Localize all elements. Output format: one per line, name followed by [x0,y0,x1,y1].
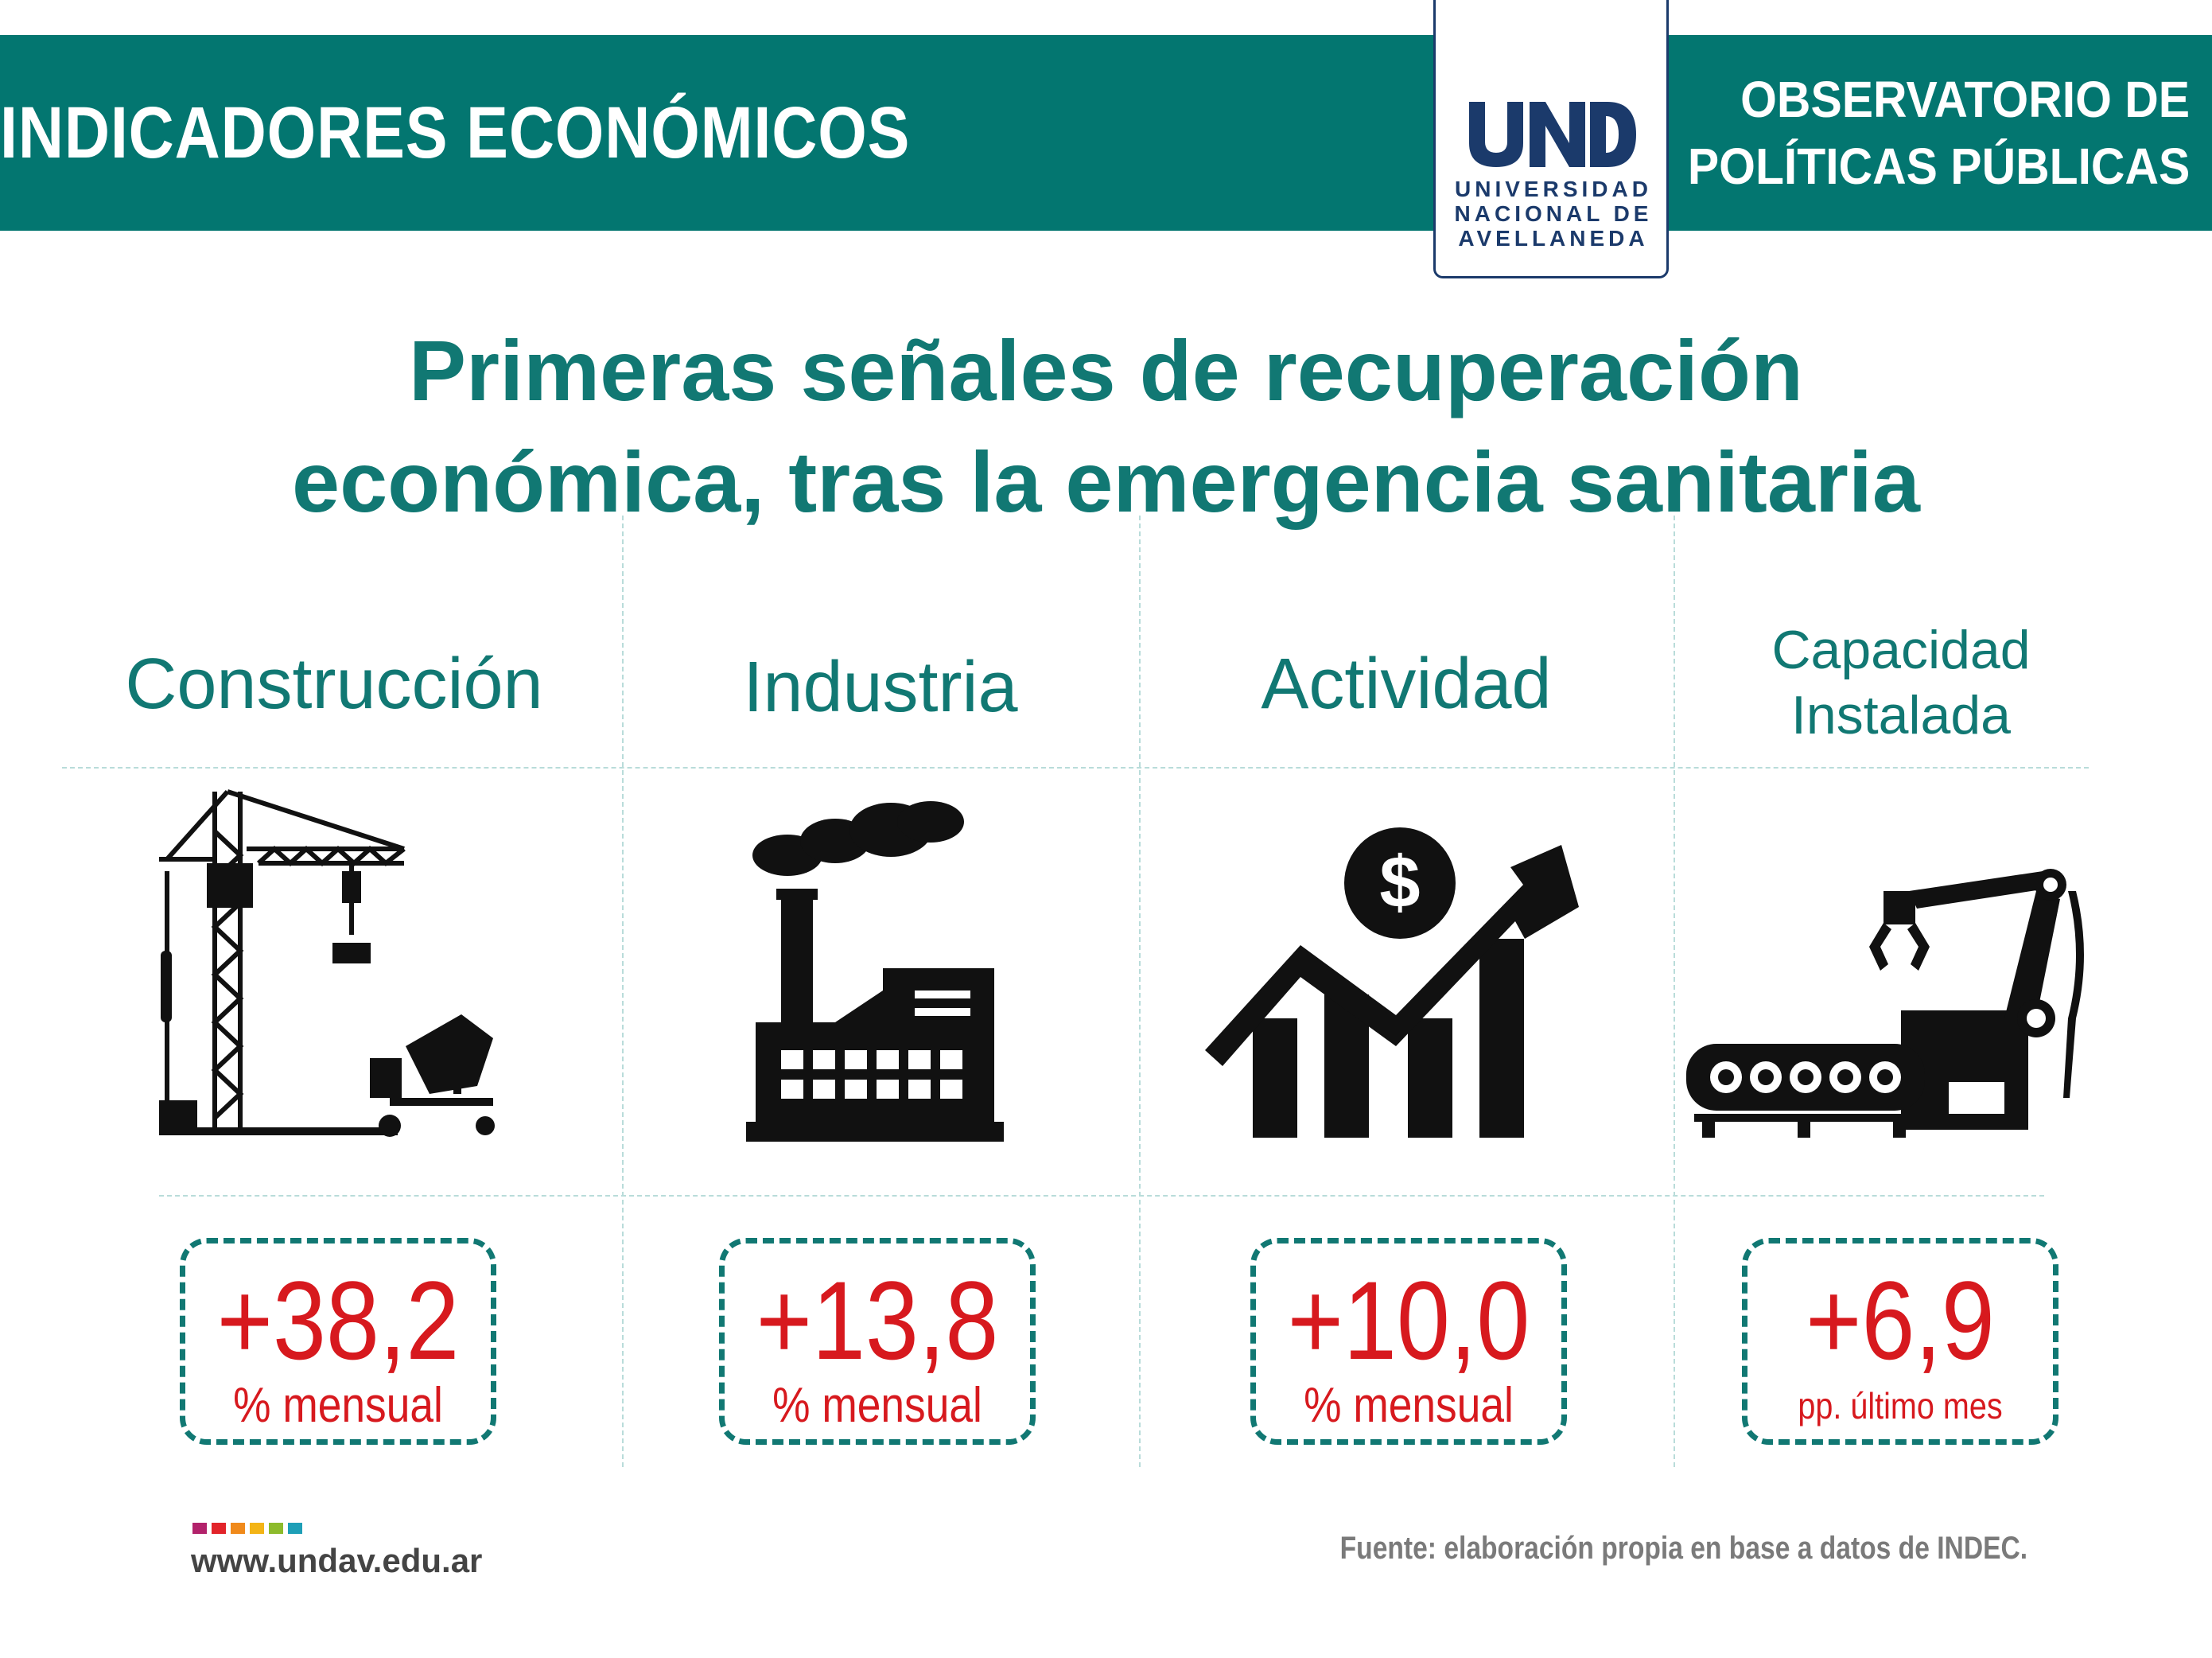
header-left-title: INDICADORES ECONÓMICOS [0,91,911,173]
logo-line3: AVELLANEDA [1458,226,1649,251]
column-divider [622,516,624,1467]
label-industria: Industria [743,648,1018,727]
logo-line1: UNIVERSIDAD [1455,177,1652,201]
undav-logo-text: UNIVERSIDAD NACIONAL DE AVELLANEDA [1436,177,1671,251]
header-right-line2: POLÍTICAS PÚBLICAS [1687,138,2190,195]
value-box-actividad: +10,0 % mensual [1250,1238,1567,1445]
value-industria: +13,8 [756,1258,999,1383]
color-dot [192,1523,207,1534]
unit-capacidad: pp. último mes [1798,1385,2003,1426]
source-note: Fuente: elaboración propia en base a dat… [1339,1531,2027,1566]
value-box-industria: +13,8 % mensual [719,1238,1036,1445]
header-band [0,35,2212,231]
value-box-capacidad: +6,9 pp. último mes [1742,1238,2058,1445]
row-divider [159,1195,2044,1197]
label-capacidad-line1: Capacidad [1771,620,2031,680]
header-right-line1: OBSERVATORIO DE [1740,71,2190,128]
robotic-arm-conveyor-icon [1686,869,2084,1138]
color-dot [288,1523,302,1534]
unit-actividad: % mensual [1304,1378,1514,1433]
page-title-line2: económica, tras la emergencia sanitaria [292,434,1920,530]
value-box-construccion: +38,2 % mensual [180,1238,496,1445]
label-capacidad-line2: Instalada [1791,685,2011,745]
header-right-title: OBSERVATORIO DE POLÍTICAS PÚBLICAS [1644,35,2190,231]
factory-icon [746,801,1004,1142]
undav-logo: UNIVERSIDAD NACIONAL DE AVELLANEDA [1433,0,1669,278]
page-title-line1: Primeras señales de recuperación [409,322,1803,418]
value-construccion: +38,2 [216,1258,460,1383]
column-divider [1674,516,1675,1467]
logo-line2: NACIONAL DE [1454,201,1653,226]
footer-url-link[interactable]: www.undav.edu.ar [191,1542,483,1579]
page-title: Primeras señales de recuperación económi… [0,315,2212,538]
value-actividad: +10,0 [1287,1258,1530,1383]
value-capacidad: +6,9 [1806,1258,1995,1383]
column-divider [1139,516,1141,1467]
row-divider [62,767,2089,769]
brand-color-dots [192,1523,302,1534]
label-actividad: Actividad [1261,644,1552,724]
growth-chart-dollar-icon: $ [1205,827,1579,1138]
color-dot [269,1523,283,1534]
undav-logo-mark-icon [1469,102,1636,167]
unit-construccion: % mensual [233,1378,443,1433]
label-capacidad-instalada: Capacidad Instalada [1674,617,2128,748]
color-dot [250,1523,264,1534]
label-construccion: Construcción [125,644,543,724]
svg-text:$: $ [1379,842,1420,923]
color-dot [212,1523,226,1534]
color-dot [231,1523,245,1534]
unit-industria: % mensual [772,1378,982,1433]
construction-crane-icon [159,789,495,1137]
